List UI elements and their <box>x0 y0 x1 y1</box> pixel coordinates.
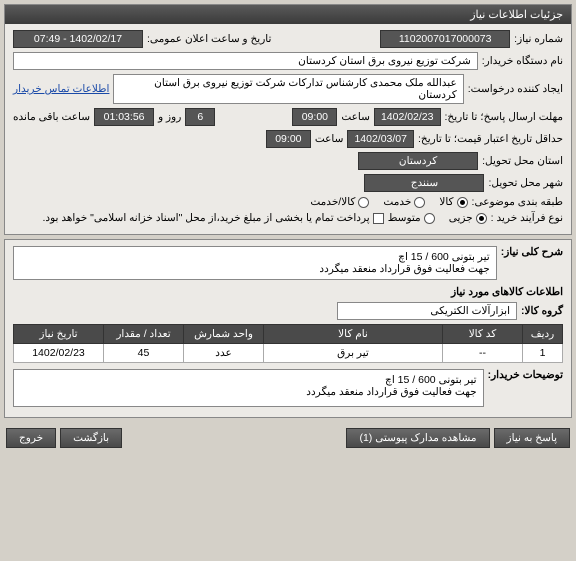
notes-label: توضیحات خریدار: <box>488 369 563 381</box>
need-no-value: 1102007017000073 <box>380 30 510 48</box>
col-unit: واحد شمارش <box>184 325 264 344</box>
button-bar: پاسخ به نیاز مشاهده مدارک پیوستی (1) باز… <box>0 422 576 454</box>
announce-value: 1402/02/17 - 07:49 <box>13 30 143 48</box>
desc-label: شرح کلی نیاز: <box>501 246 563 258</box>
radio-icon <box>414 197 425 208</box>
panel-content: شماره نیاز: 1102007017000073 تاریخ و ساع… <box>5 24 571 234</box>
col-qty: تعداد / مقدار <box>104 325 184 344</box>
goods-title: اطلاعات کالاهای مورد نیاز <box>13 286 563 298</box>
deadline-hour-label: ساعت <box>341 111 370 123</box>
proc-small[interactable]: جزیی <box>449 212 487 224</box>
remain-time-label: ساعت باقی مانده <box>13 111 90 123</box>
cell-name: تیر برق <box>264 344 443 363</box>
radio-icon <box>457 197 468 208</box>
table-row[interactable]: 1 -- تیر برق عدد 45 1402/02/23 <box>14 344 563 363</box>
validity-date: 1402/03/07 <box>347 130 414 148</box>
back-button[interactable]: بازگشت <box>60 428 122 448</box>
reply-button[interactable]: پاسخ به نیاز <box>494 428 570 448</box>
panel-title: جزئیات اطلاعات نیاز <box>5 5 571 24</box>
cat-goods[interactable]: کالا <box>439 196 467 208</box>
announce-label: تاریخ و ساعت اعلان عمومی: <box>147 33 271 45</box>
cat-goods-service[interactable]: کالا/خدمت <box>310 196 369 208</box>
remain-days-label: روز و <box>158 111 181 123</box>
remain-days: 6 <box>185 108 215 126</box>
deadline-hour: 09:00 <box>292 108 337 126</box>
buyer-value: شرکت توزیع نیروی برق استان کردستان <box>13 52 478 70</box>
buyer-label: نام دستگاه خریدار: <box>482 55 563 67</box>
col-code: کد کالا <box>443 325 523 344</box>
desc-value: تیر بتونی 600 / 15 اچ جهت فعالیت فوق قرا… <box>13 246 497 280</box>
requester-label: ایجاد کننده درخواست: <box>468 83 563 95</box>
validity-hour-label: ساعت <box>315 133 344 145</box>
payment-check[interactable]: پرداخت تمام یا بخشی از مبلغ خرید،از محل … <box>43 212 384 224</box>
cell-row: 1 <box>523 344 563 363</box>
cat-service[interactable]: خدمت <box>383 196 425 208</box>
table-header-row: ردیف کد کالا نام کالا واحد شمارش تعداد /… <box>14 325 563 344</box>
city-label: شهر محل تحویل: <box>488 177 563 189</box>
need-details-panel: جزئیات اطلاعات نیاز شماره نیاز: 11020070… <box>4 4 572 235</box>
col-name: نام کالا <box>264 325 443 344</box>
goods-table: ردیف کد کالا نام کالا واحد شمارش تعداد /… <box>13 324 563 363</box>
notes-value: تیر بتونی 600 / 15 اچ جهت فعالیت فوق قرا… <box>13 369 484 407</box>
cell-unit: عدد <box>184 344 264 363</box>
checkbox-icon <box>373 213 384 224</box>
contact-link[interactable]: اطلاعات تماس خریدار <box>13 83 109 95</box>
group-value: ابزارآلات الکتریکی <box>337 302 517 320</box>
remain-time: 01:03:56 <box>94 108 154 126</box>
category-group: کالا خدمت کالا/خدمت <box>310 196 467 208</box>
cell-qty: 45 <box>104 344 184 363</box>
radio-icon <box>358 197 369 208</box>
process-group: جزیی متوسط <box>388 212 487 224</box>
deadline-label: مهلت ارسال پاسخ؛ تا تاریخ: <box>445 111 564 123</box>
proc-medium[interactable]: متوسط <box>388 212 435 224</box>
exit-button[interactable]: خروج <box>6 428 56 448</box>
city-value: سنندج <box>364 174 484 192</box>
goods-content: شرح کلی نیاز: تیر بتونی 600 / 15 اچ جهت … <box>5 240 571 417</box>
col-date: تاریخ نیاز <box>14 325 104 344</box>
validity-hour: 09:00 <box>266 130 311 148</box>
goods-panel: شرح کلی نیاز: تیر بتونی 600 / 15 اچ جهت … <box>4 239 572 418</box>
need-no-label: شماره نیاز: <box>514 33 563 45</box>
requester-value: عبدالله ملک محمدی کارشناس تدارکات شرکت ت… <box>113 74 463 104</box>
col-row: ردیف <box>523 325 563 344</box>
attachments-button[interactable]: مشاهده مدارک پیوستی (1) <box>346 428 489 448</box>
cell-code: -- <box>443 344 523 363</box>
cell-date: 1402/02/23 <box>14 344 104 363</box>
group-label: گروه کالا: <box>521 305 563 317</box>
process-label: نوع فرآیند خرید : <box>491 212 563 224</box>
deadline-date: 1402/02/23 <box>374 108 441 126</box>
province-label: استان محل تحویل: <box>482 155 563 167</box>
category-label: طبقه بندی موضوعی: <box>472 196 563 208</box>
validity-label: حداقل تاریخ اعتبار قیمت؛ تا تاریخ: <box>418 133 563 145</box>
radio-icon <box>476 213 487 224</box>
radio-icon <box>424 213 435 224</box>
province-value: کردستان <box>358 152 478 170</box>
